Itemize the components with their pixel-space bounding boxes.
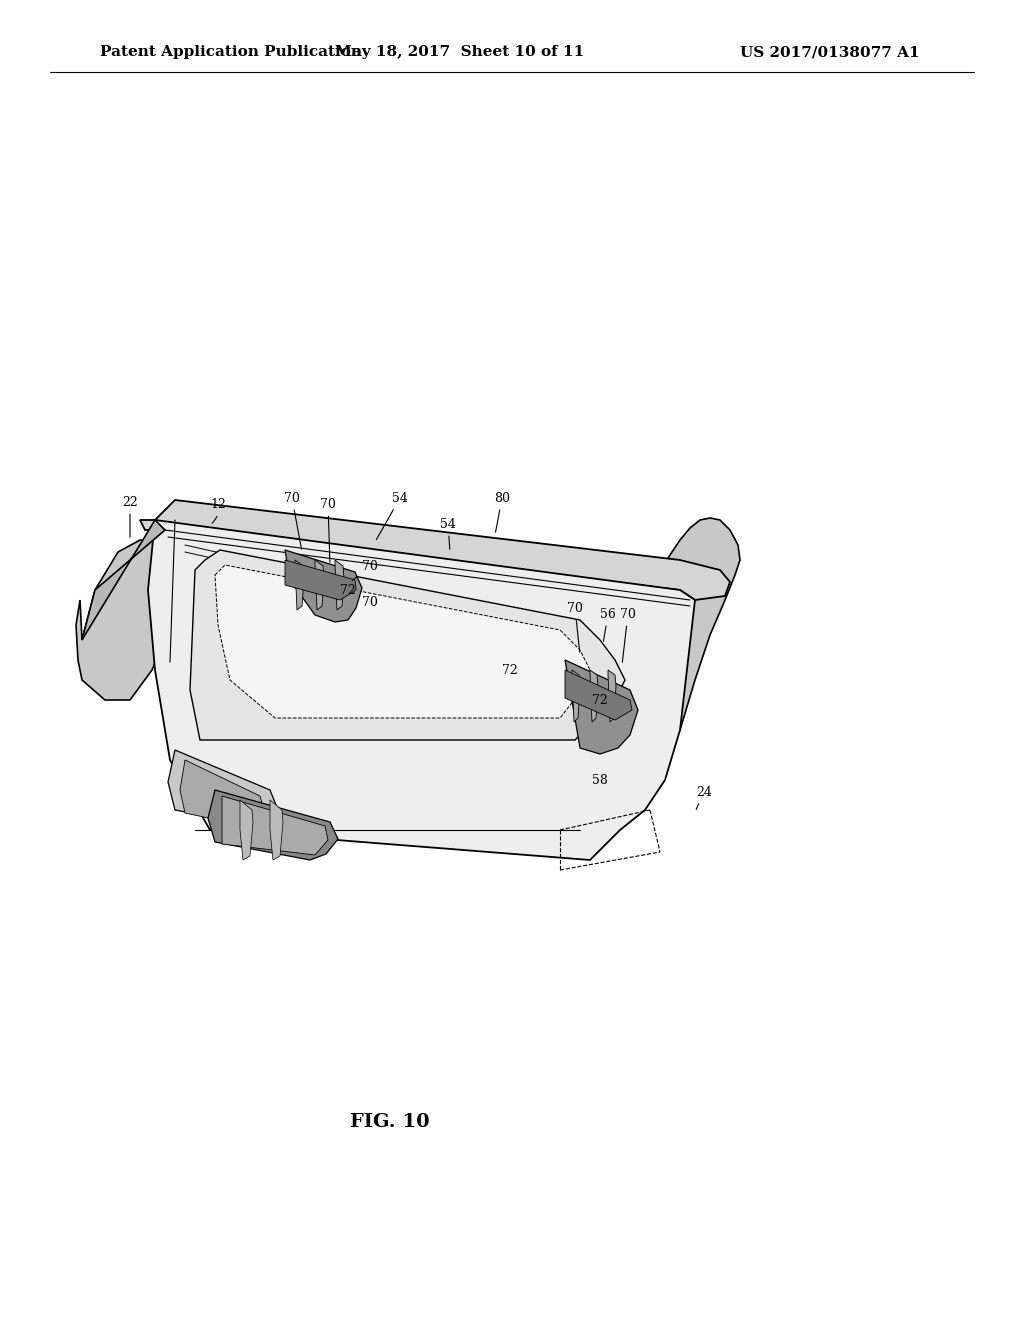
- Text: FIG. 10: FIG. 10: [350, 1113, 430, 1131]
- Text: 72: 72: [592, 693, 608, 706]
- Text: 70: 70: [362, 595, 378, 609]
- Polygon shape: [190, 550, 625, 741]
- Polygon shape: [565, 671, 632, 719]
- Polygon shape: [335, 560, 344, 610]
- Text: 70: 70: [352, 561, 378, 581]
- Text: 72: 72: [502, 664, 518, 676]
- Text: 54: 54: [377, 491, 408, 540]
- Polygon shape: [140, 500, 730, 601]
- Polygon shape: [82, 520, 165, 640]
- Polygon shape: [572, 671, 580, 722]
- Polygon shape: [240, 800, 253, 861]
- Text: May 18, 2017  Sheet 10 of 11: May 18, 2017 Sheet 10 of 11: [336, 45, 585, 59]
- Text: Patent Application Publication: Patent Application Publication: [100, 45, 362, 59]
- Polygon shape: [208, 789, 338, 861]
- Polygon shape: [285, 560, 356, 601]
- Polygon shape: [295, 560, 304, 610]
- Text: 70: 70: [284, 491, 301, 549]
- Polygon shape: [565, 660, 638, 754]
- Polygon shape: [315, 560, 324, 610]
- Polygon shape: [76, 540, 180, 700]
- Text: 70: 70: [567, 602, 583, 652]
- Text: 80: 80: [494, 491, 510, 532]
- Text: US 2017/0138077 A1: US 2017/0138077 A1: [740, 45, 920, 59]
- Polygon shape: [215, 565, 590, 718]
- Text: 22: 22: [122, 495, 138, 537]
- Text: 56: 56: [600, 607, 616, 642]
- Text: 70: 70: [621, 607, 636, 663]
- Polygon shape: [180, 760, 265, 828]
- Polygon shape: [148, 520, 695, 861]
- Polygon shape: [168, 750, 278, 828]
- Polygon shape: [270, 800, 283, 861]
- Text: 24: 24: [696, 785, 712, 809]
- Text: 12: 12: [210, 498, 226, 523]
- Text: 54: 54: [440, 517, 456, 549]
- Text: 72: 72: [340, 583, 356, 597]
- Polygon shape: [608, 671, 616, 722]
- Polygon shape: [645, 517, 740, 810]
- Polygon shape: [590, 671, 598, 722]
- Polygon shape: [222, 796, 328, 855]
- Text: 58: 58: [592, 774, 608, 787]
- Text: 70: 70: [321, 498, 336, 562]
- Polygon shape: [285, 550, 362, 622]
